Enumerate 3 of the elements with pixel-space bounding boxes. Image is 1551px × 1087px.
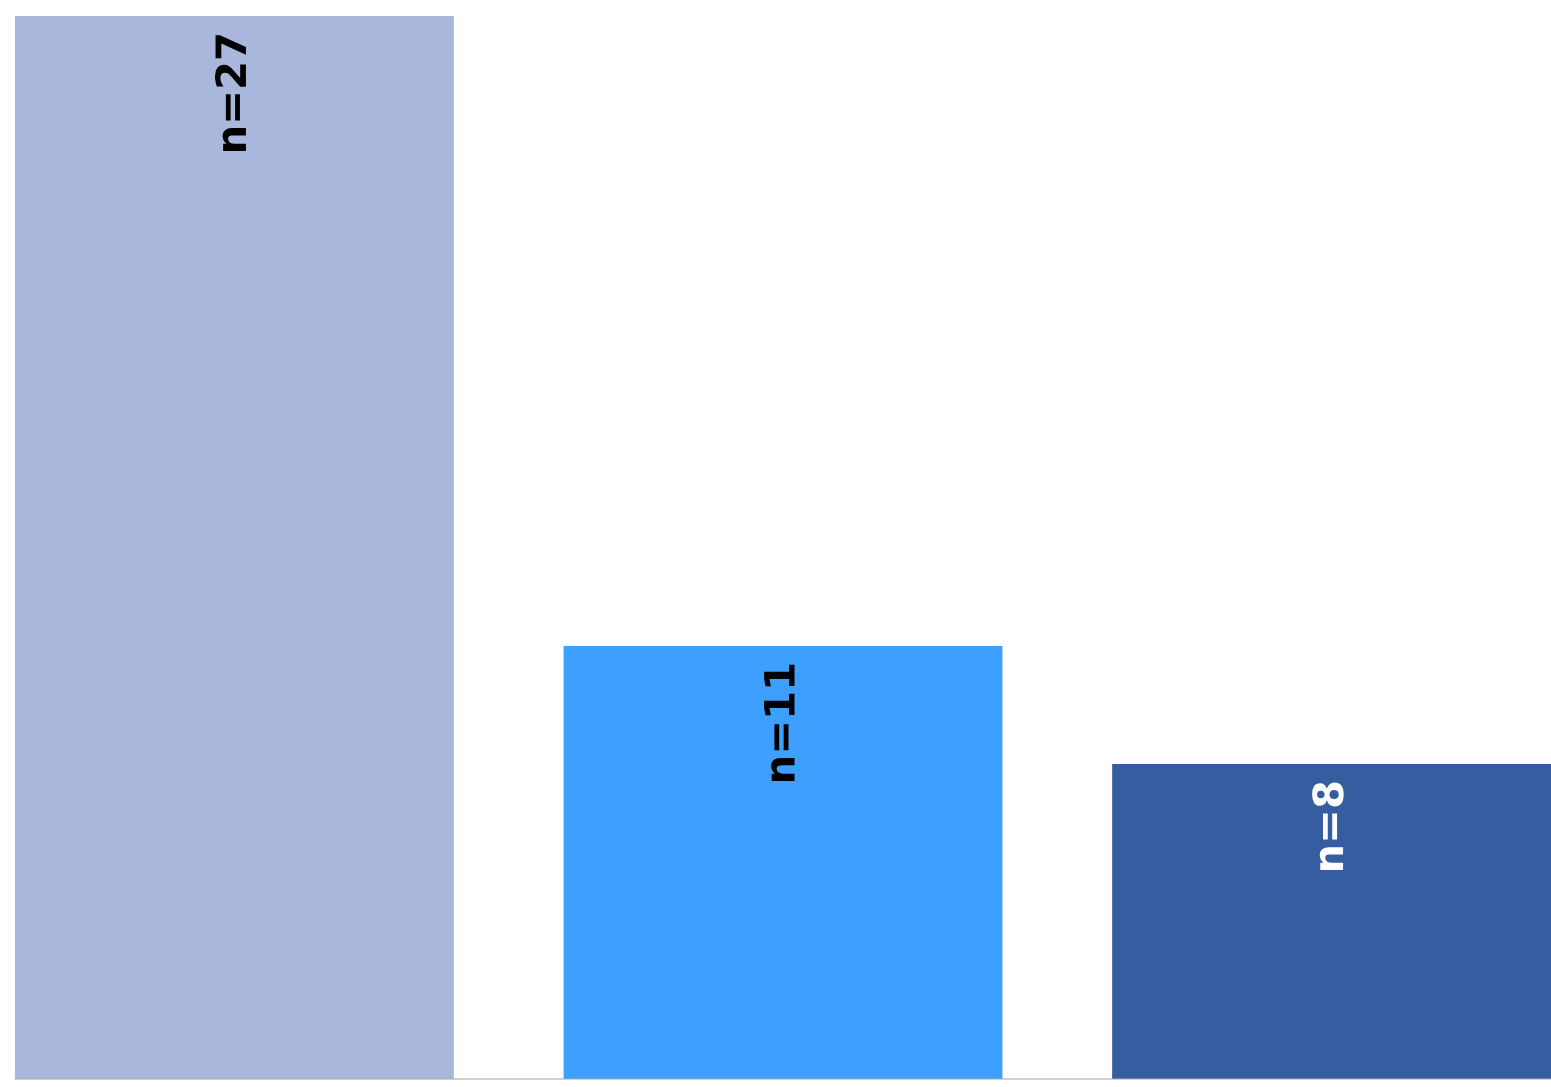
data-label: n=11: [764, 664, 795, 781]
data-label: n=8: [1312, 782, 1344, 871]
data-label: n=27: [215, 35, 246, 151]
